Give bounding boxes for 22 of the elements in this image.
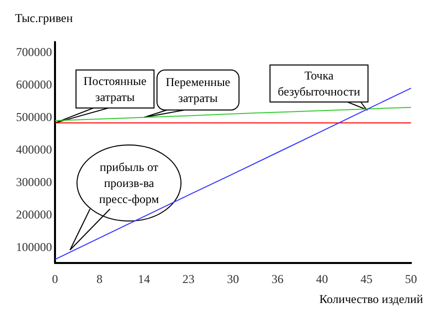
x-tick-label: 23 — [182, 272, 194, 286]
x-axis-title: Количество изделий — [319, 292, 424, 306]
x-tick-label: 40 — [316, 272, 328, 286]
annotation: прибыль от произв-ва пресс-форм — [99, 160, 160, 206]
x-tick-label: 8 — [96, 272, 102, 286]
y-axis-title: Тыс.гривен — [15, 11, 74, 25]
y-tick-label: 700000 — [16, 44, 52, 59]
y-tick-label: 200000 — [16, 207, 52, 222]
y-tick-label: 300000 — [16, 174, 52, 189]
x-tick-label: 0 — [52, 272, 58, 286]
x-tick-label: 36 — [272, 272, 284, 286]
x-tick-label: 45 — [360, 272, 372, 286]
y-tick-label: 500000 — [16, 110, 52, 124]
y-tick-label: 100000 — [16, 240, 52, 254]
annotation: Точка безубыточности — [278, 68, 361, 98]
x-tick-label: 30 — [227, 272, 239, 286]
y-tick-label: 600000 — [16, 77, 52, 92]
x-tick-label: 14 — [138, 272, 150, 286]
x-tick-label: 50 — [405, 272, 417, 286]
annotation: Переменные затраты — [166, 75, 230, 105]
annotation: Постоянные затраты — [84, 74, 146, 104]
y-tick-label: 400000 — [16, 142, 52, 156]
